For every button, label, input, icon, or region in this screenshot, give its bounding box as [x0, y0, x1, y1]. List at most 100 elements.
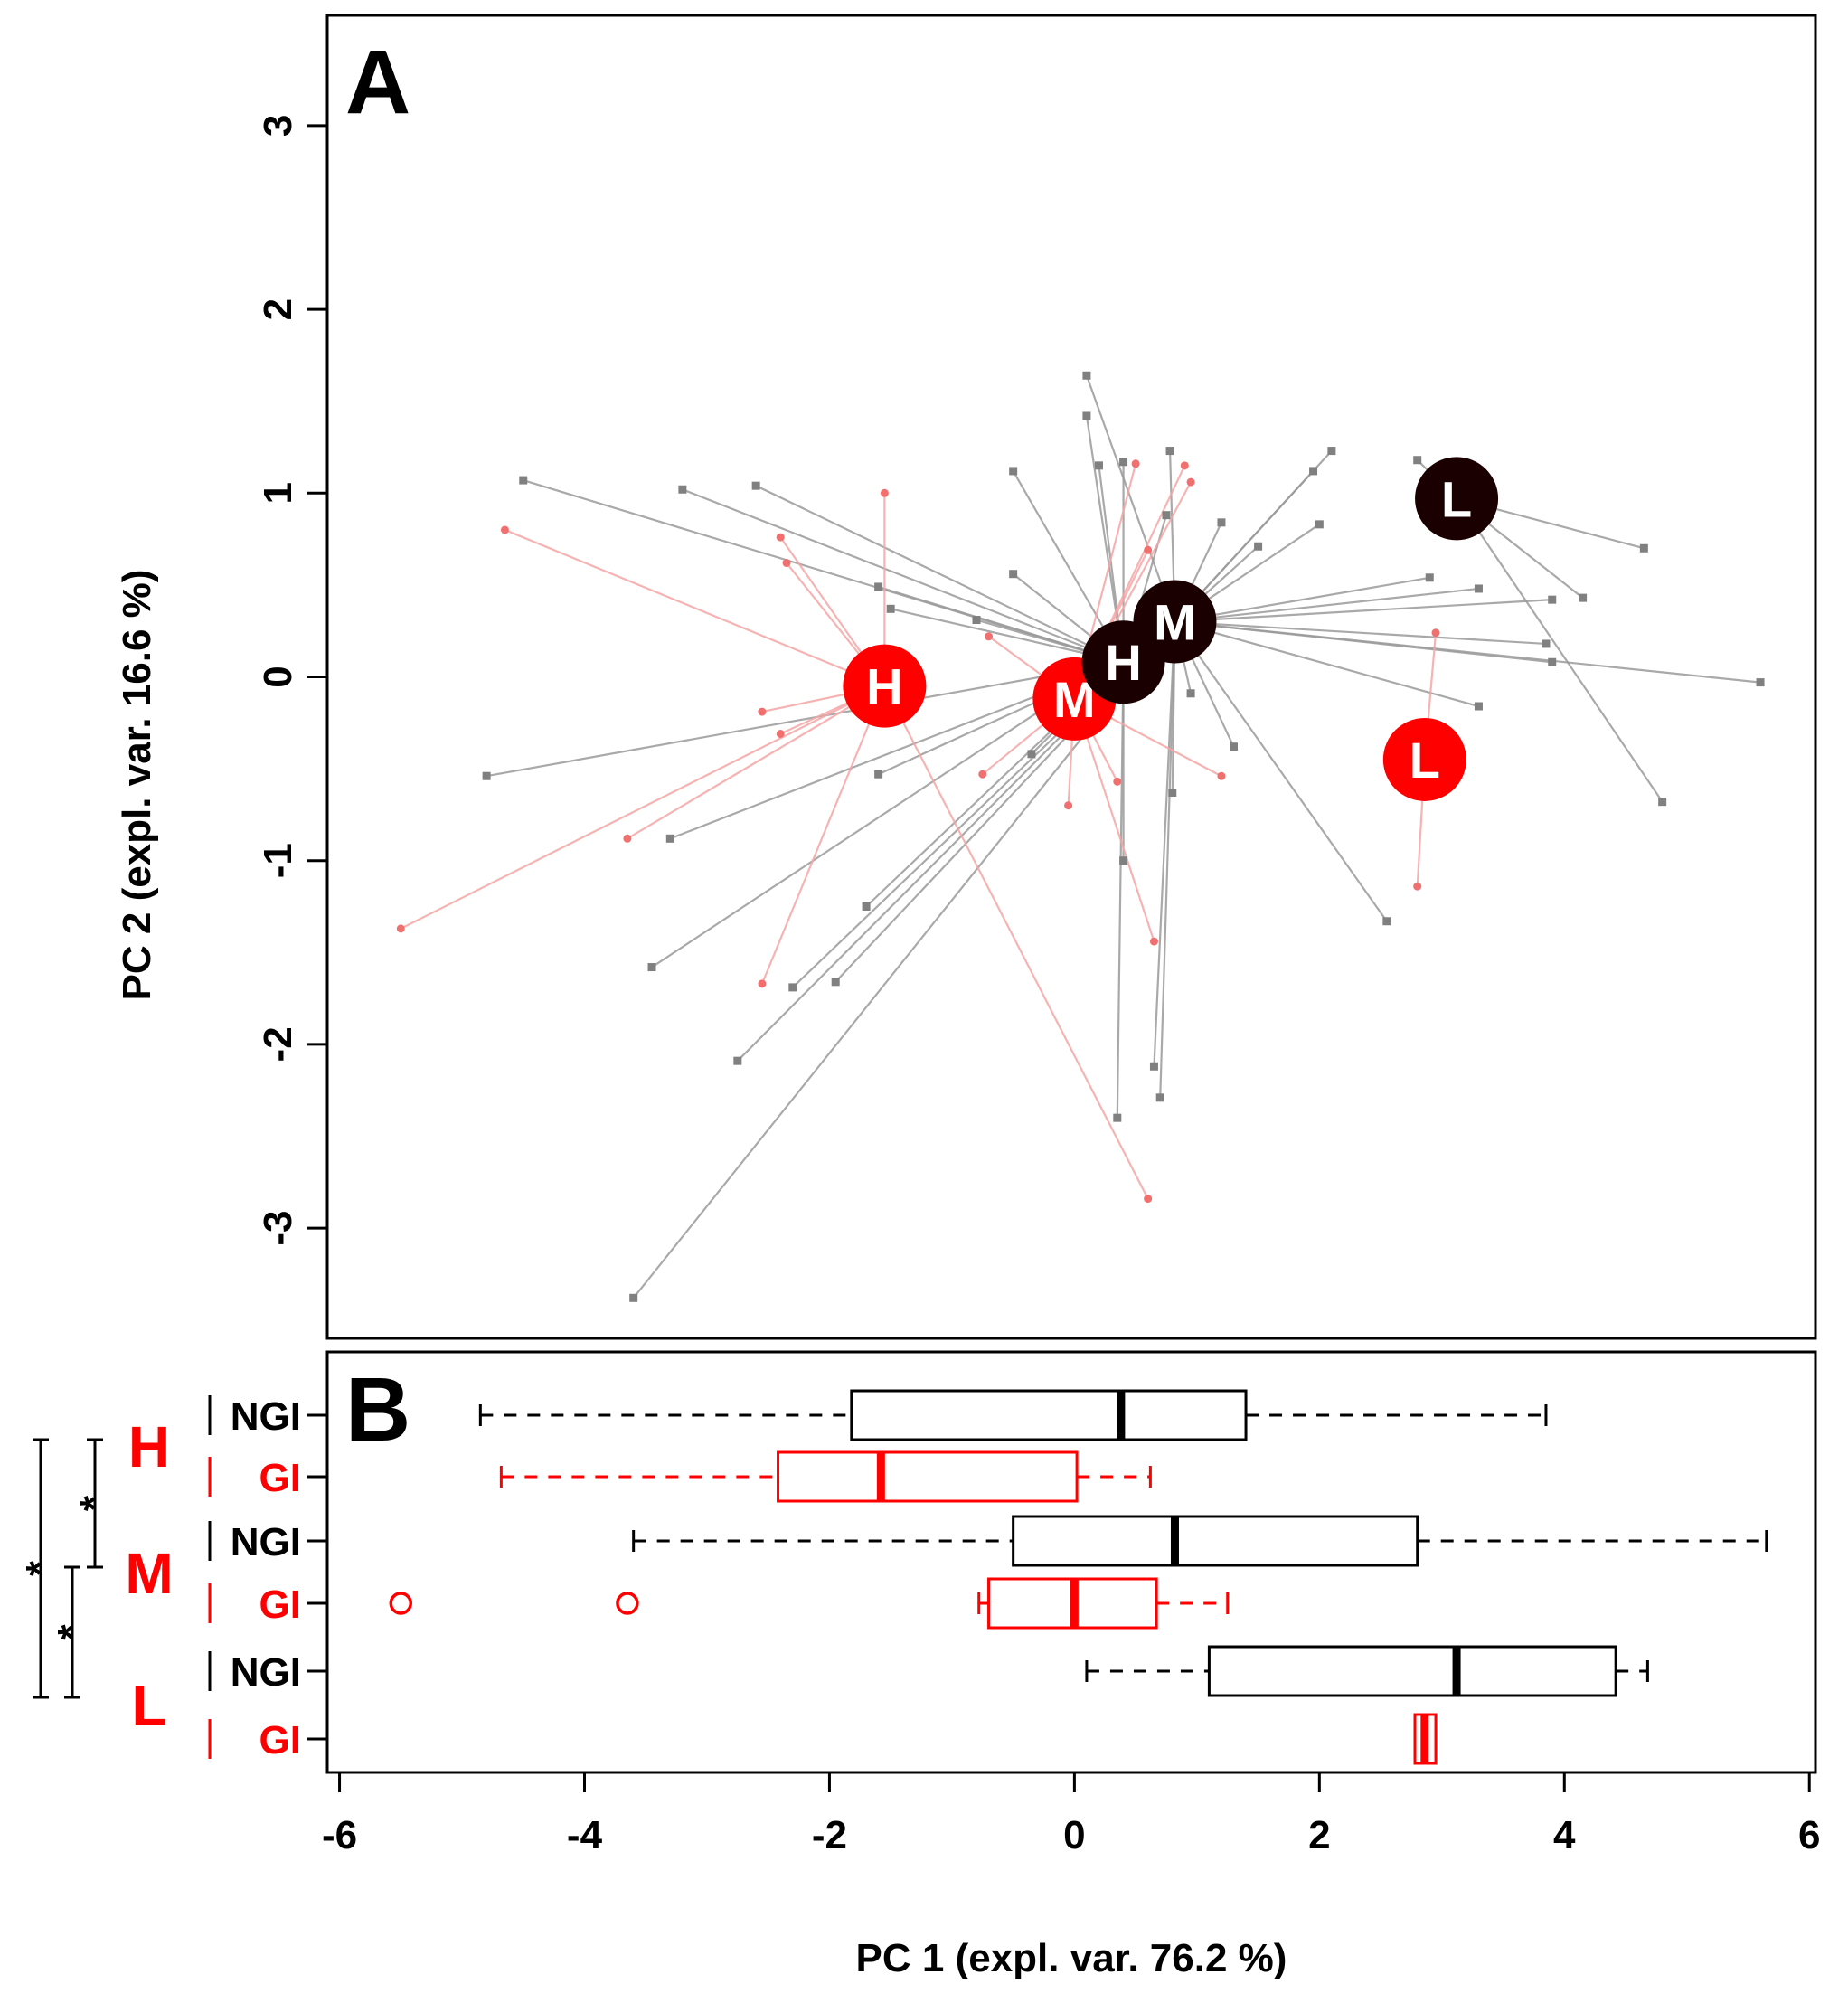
- segment-ngi-m-23: [1153, 621, 1176, 1067]
- point-ngi-h-8: [665, 834, 674, 843]
- point-ngi-h-13: [1113, 1113, 1122, 1122]
- point-gi-m-0: [1131, 459, 1140, 468]
- y-tick-label--1: -1: [256, 843, 300, 878]
- x-tick-label-4: 4: [1553, 1813, 1576, 1857]
- y-tick-label-3: 3: [256, 115, 300, 137]
- point-ngi-h-6: [1009, 570, 1018, 579]
- point-ngi-m-24: [1155, 1093, 1164, 1102]
- x-tick-label--4: -4: [567, 1813, 603, 1857]
- point-ngi-h-0: [519, 476, 528, 485]
- panel-b-row-labels: NGI GI NGI GI NGI GI HM L: [125, 1394, 327, 1762]
- point-gi-m-9: [1149, 937, 1158, 946]
- point-gi-m-8: [1217, 771, 1226, 780]
- box-ngi-l: [1207, 1645, 1617, 1697]
- x-tick-label--6: -6: [322, 1813, 357, 1857]
- point-ngi-m-0: [1082, 371, 1091, 380]
- point-ngi-m-16: [1168, 789, 1177, 798]
- point-gi-h-9: [1144, 1195, 1153, 1204]
- point-ngi-m-12: [1756, 678, 1765, 687]
- centroid-label-ngi-h: H: [1105, 634, 1141, 691]
- y-tick-label-1: 1: [256, 482, 300, 504]
- row-label-gi-h: GI: [259, 1456, 301, 1500]
- segment-ngi-m-17: [1174, 620, 1388, 922]
- point-gi-m-3: [1144, 545, 1153, 554]
- point-ngi-h-1: [678, 485, 687, 494]
- segment-gi-h-7: [400, 685, 885, 930]
- segment-ngi-m-8: [1174, 587, 1479, 623]
- point-ngi-m-2: [1217, 518, 1226, 527]
- point-gi-h-6: [623, 834, 632, 843]
- segment-ngi-m-10: [1174, 620, 1547, 646]
- centroid-label-gi-h: H: [866, 658, 902, 715]
- point-ngi-h-10: [862, 902, 871, 911]
- point-gi-m-6: [1064, 801, 1073, 810]
- centroid-ngi-l: [1415, 457, 1499, 541]
- point-gi-h-2: [776, 533, 785, 542]
- point-ngi-h-4: [886, 604, 895, 613]
- point-ngi-m-17: [1382, 917, 1391, 926]
- segment-ngi-h-2: [755, 485, 1125, 664]
- row-label-ngi-l: NGI: [231, 1650, 301, 1695]
- point-ngi-m-4: [1309, 467, 1318, 476]
- point-ngi-m-21: [733, 1056, 742, 1065]
- point-ngi-h-18: [1162, 511, 1171, 520]
- segment-ngi-m-12: [1174, 620, 1761, 684]
- point-ngi-m-22: [629, 1293, 638, 1302]
- point-ngi-h-17: [1009, 467, 1018, 476]
- point-ngi-m-7: [1425, 573, 1434, 582]
- point-gi-h-8: [758, 979, 767, 988]
- point-ngi-m-8: [1474, 584, 1483, 593]
- panel-b-boxes: [389, 1389, 1768, 1765]
- point-gi-h-7: [396, 924, 405, 933]
- point-ngi-m-5: [1327, 447, 1336, 456]
- point-ngi-m-14: [1230, 742, 1239, 751]
- y-tick-label--2: -2: [256, 1026, 300, 1062]
- point-ngi-h-15: [1094, 461, 1103, 470]
- sig-label-h-l: *: [18, 1560, 62, 1576]
- point-ngi-m-13: [1474, 702, 1483, 711]
- group-label-l: L: [131, 1673, 166, 1738]
- x-tick-label-6: 6: [1798, 1813, 1820, 1857]
- panel-a-y-axis: -3 -2 -1 0 1 2 3: [256, 115, 327, 1246]
- centroid-ngi-m: [1133, 580, 1217, 664]
- segment-ngi-h-1: [682, 488, 1124, 664]
- centroid-gi-l: [1382, 717, 1466, 801]
- sig-label-m-l: *: [50, 1624, 94, 1640]
- segment-ngi-m-0: [1085, 374, 1176, 622]
- group-label-m: M: [125, 1541, 173, 1606]
- segment-ngi-m-7: [1174, 576, 1430, 623]
- point-gi-m-7: [1113, 777, 1122, 786]
- x-axis-title: PC 1 (expl. var. 76.2 %): [856, 1936, 1287, 1980]
- point-gi-m-4: [985, 632, 994, 641]
- point-ngi-m-11: [1548, 657, 1557, 666]
- panel-b-letter: B: [345, 1359, 410, 1460]
- x-tick-label-0: 0: [1063, 1813, 1085, 1857]
- box-ngi-h: [850, 1389, 1248, 1441]
- point-ngi-h-11: [1027, 750, 1036, 759]
- panel-a-points: [396, 371, 1765, 1302]
- row-label-ngi-h: NGI: [231, 1394, 301, 1439]
- row-label-ngi-m: NGI: [231, 1520, 301, 1564]
- point-ngi-h-16: [1119, 458, 1128, 467]
- point-ngi-m-10: [1542, 639, 1551, 648]
- point-ngi-h-12: [1119, 856, 1128, 865]
- segment-ngi-m-24: [1159, 621, 1176, 1098]
- point-ngi-m-9: [1548, 595, 1557, 604]
- point-gi-l-1: [1413, 882, 1422, 891]
- point-ngi-h-5: [972, 616, 981, 625]
- point-ngi-l-3: [1658, 798, 1667, 807]
- row-label-gi-l: GI: [259, 1718, 301, 1762]
- point-ngi-l-1: [1639, 543, 1648, 553]
- point-ngi-m-15: [1186, 689, 1195, 698]
- point-ngi-m-19: [788, 983, 797, 992]
- y-axis-title: PC 2 (expl. var. 16.6 %): [115, 570, 159, 1001]
- point-gi-h-0: [500, 525, 509, 534]
- group-label-h: H: [128, 1414, 170, 1479]
- point-ngi-h-2: [751, 481, 760, 490]
- outlier-gi-m-0: [389, 1592, 413, 1615]
- segment-ngi-h-13: [1116, 662, 1125, 1119]
- x-tick-label-2: 2: [1308, 1813, 1330, 1857]
- point-gi-h-3: [782, 559, 791, 568]
